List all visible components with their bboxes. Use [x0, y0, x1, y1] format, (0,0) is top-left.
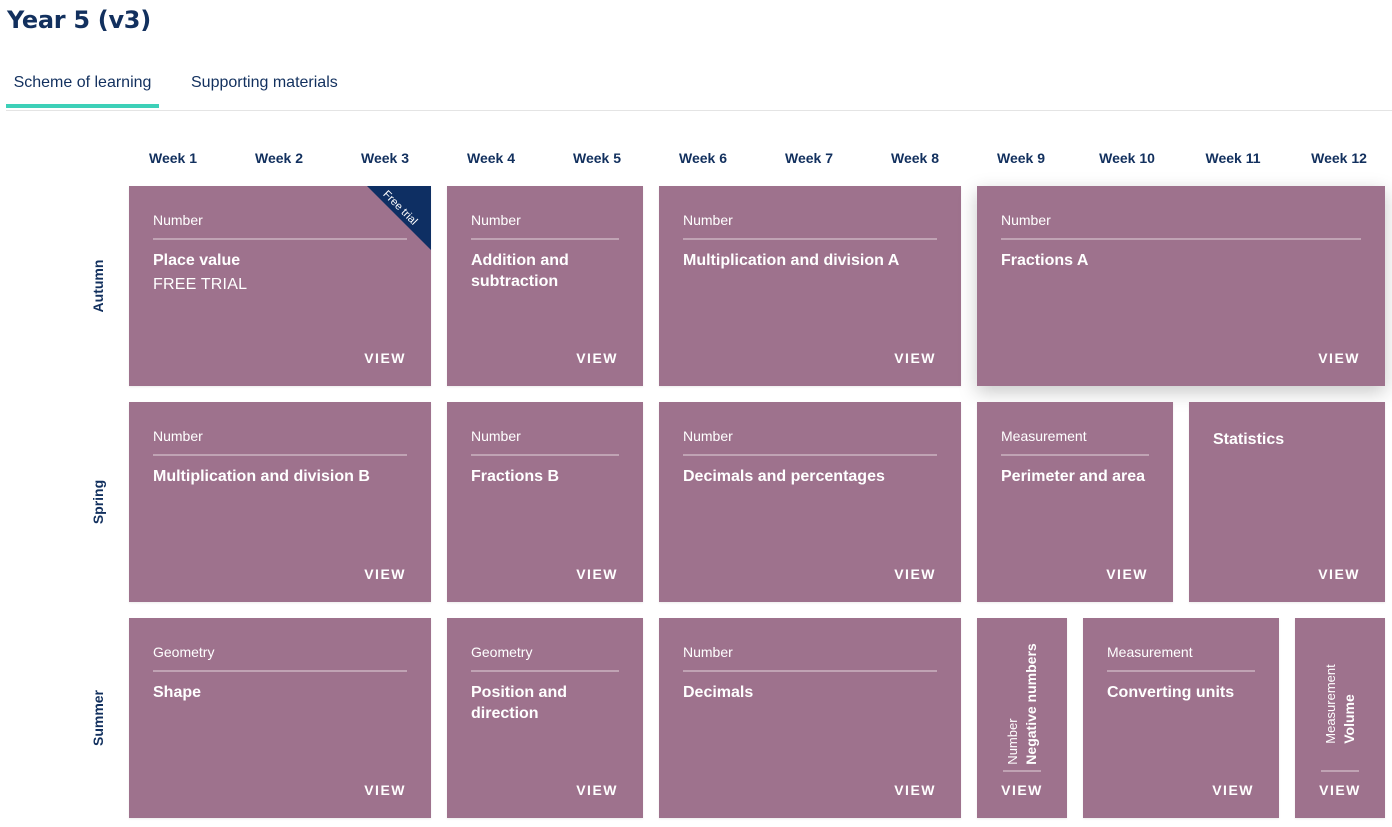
card-shape[interactable]: Geometry Shape VIEW: [129, 618, 431, 818]
week-header: Week 11: [1205, 150, 1261, 166]
view-link[interactable]: VIEW: [1212, 782, 1254, 798]
card-category: Number: [153, 428, 203, 444]
card-divider: [683, 670, 937, 672]
week-header: Week 12: [1311, 150, 1367, 166]
week-header: Week 4: [467, 150, 515, 166]
card-title: Decimals: [683, 684, 754, 701]
card-decimals-percentages[interactable]: Number Decimals and percentages VIEW: [659, 402, 961, 602]
week-header: Week 8: [891, 150, 939, 166]
view-link[interactable]: VIEW: [1318, 566, 1360, 582]
card-title: Fractions A: [1001, 252, 1089, 269]
card-category: Number: [471, 212, 521, 228]
view-link[interactable]: VIEW: [894, 350, 936, 366]
term-label-text: Autumn: [90, 259, 106, 313]
card-divider: [1321, 770, 1359, 772]
week-header: Week 10: [1099, 150, 1155, 166]
card-multiplication-division-a[interactable]: Number Multiplication and division A VIE…: [659, 186, 961, 386]
view-link[interactable]: VIEW: [364, 782, 406, 798]
card-divider: [471, 670, 619, 672]
card-divider: [1001, 454, 1149, 456]
card-category: Number: [683, 212, 733, 228]
card-category: Number: [683, 644, 733, 660]
week-header: Week 1: [149, 150, 197, 166]
card-vertical-text: Measurement Volume: [1322, 664, 1358, 743]
tab-supporting-materials[interactable]: Supporting materials: [191, 74, 338, 91]
card-divider: [1001, 238, 1361, 240]
week-header: Week 3: [361, 150, 409, 166]
card-category: Number: [153, 212, 203, 228]
view-link[interactable]: VIEW: [894, 782, 936, 798]
view-link[interactable]: VIEW: [1106, 566, 1148, 582]
card-category: Geometry: [471, 644, 533, 660]
week-header: Week 7: [785, 150, 833, 166]
view-link[interactable]: VIEW: [1001, 782, 1043, 798]
week-header: Week 2: [255, 150, 303, 166]
card-category: Number: [1001, 212, 1051, 228]
card-category: Measurement: [1107, 644, 1193, 660]
view-link[interactable]: VIEW: [576, 782, 618, 798]
card-category: Geometry: [153, 644, 215, 660]
week-header: Week 5: [573, 150, 621, 166]
card-multiplication-division-b[interactable]: Number Multiplication and division B VIE…: [129, 402, 431, 602]
card-divider: [683, 238, 937, 240]
card-title: Converting units: [1107, 684, 1235, 701]
card-converting-units[interactable]: Measurement Converting units VIEW: [1083, 618, 1279, 818]
card-title: Perimeter and area: [1001, 468, 1146, 485]
free-trial-ribbon: Free trial: [367, 186, 431, 250]
card-divider: [1107, 670, 1255, 672]
week-header: Week 9: [997, 150, 1045, 166]
view-link[interactable]: VIEW: [364, 350, 406, 366]
card-place-value[interactable]: Number Place value FREE TRIAL Free trial…: [129, 186, 431, 386]
card-title: Volume: [1341, 694, 1357, 744]
card-fractions-b[interactable]: Number Fractions B VIEW: [447, 402, 643, 602]
term-label-text: Spring: [90, 479, 106, 525]
card-vertical-content: Number Negative numbers: [977, 636, 1067, 772]
view-link[interactable]: VIEW: [576, 350, 618, 366]
card-category: Number: [683, 428, 733, 444]
card-title: Shape: [153, 684, 202, 701]
card-category: Measurement: [1323, 664, 1338, 744]
card-fractions-a[interactable]: Number Fractions A VIEW: [977, 186, 1385, 386]
page-title: Year 5 (v3): [7, 6, 151, 34]
view-link[interactable]: VIEW: [364, 566, 406, 582]
card-position-direction[interactable]: Geometry Position and direction VIEW: [447, 618, 643, 818]
card-title: Multiplication and division A: [683, 252, 900, 269]
card-divider: [153, 670, 407, 672]
card-subtitle: FREE TRIAL: [153, 276, 248, 293]
card-category: Number: [1005, 718, 1020, 765]
card-divider: [471, 238, 619, 240]
term-label-text: Summer: [90, 689, 106, 747]
card-title: Decimals and percentages: [683, 468, 885, 485]
card-category: Measurement: [1001, 428, 1087, 444]
week-header: Week 6: [679, 150, 727, 166]
card-perimeter-area[interactable]: Measurement Perimeter and area VIEW: [977, 402, 1173, 602]
card-statistics[interactable]: Statistics VIEW: [1189, 402, 1385, 602]
view-link[interactable]: VIEW: [1318, 350, 1360, 366]
card-divider: [683, 454, 937, 456]
card-divider: [153, 454, 407, 456]
tab-scheme-of-learning[interactable]: Scheme of learning: [6, 70, 159, 108]
card-category: Number: [471, 428, 521, 444]
view-link[interactable]: VIEW: [1319, 782, 1361, 798]
card-divider: [1003, 770, 1041, 772]
card-addition-subtraction[interactable]: Number Addition and subtraction VIEW: [447, 186, 643, 386]
card-title: Statistics: [1213, 431, 1285, 448]
card-divider: [471, 454, 619, 456]
card-title: Multiplication and division B: [153, 468, 370, 485]
card-title: Position and direction: [471, 684, 567, 722]
card-title: Addition and subtraction: [471, 252, 569, 290]
view-link[interactable]: VIEW: [894, 566, 936, 582]
card-negative-numbers[interactable]: Number Negative numbers VIEW: [977, 618, 1067, 818]
card-volume[interactable]: Measurement Volume VIEW: [1295, 618, 1385, 818]
card-decimals[interactable]: Number Decimals VIEW: [659, 618, 961, 818]
card-divider: [153, 238, 407, 240]
ribbon-triangle: [367, 186, 431, 250]
card-title: Place value: [153, 252, 241, 269]
card-title: Negative numbers: [1023, 643, 1039, 765]
card-vertical-text: Number Negative numbers: [1004, 643, 1040, 764]
tab-bar: Scheme of learning Supporting materials: [6, 62, 1392, 111]
card-title: Fractions B: [471, 468, 560, 485]
view-link[interactable]: VIEW: [576, 566, 618, 582]
card-vertical-content: Measurement Volume: [1295, 636, 1385, 772]
